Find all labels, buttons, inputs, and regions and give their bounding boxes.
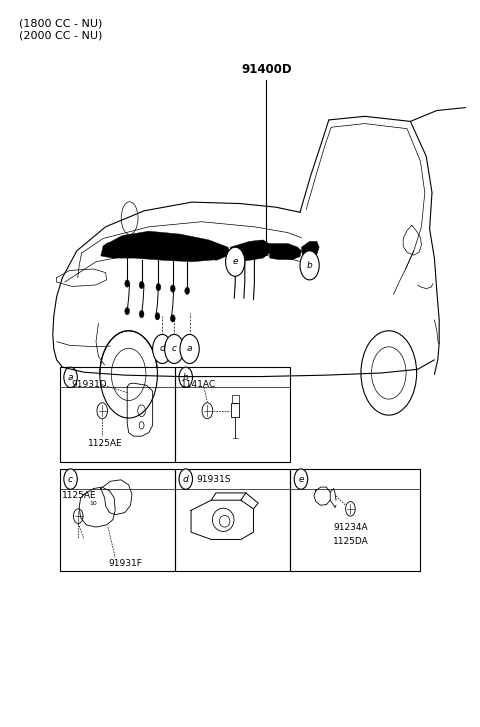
Polygon shape <box>101 231 230 262</box>
Circle shape <box>155 313 160 320</box>
Circle shape <box>125 308 130 315</box>
Circle shape <box>156 284 161 291</box>
Text: d: d <box>159 345 165 353</box>
Text: b: b <box>307 261 312 270</box>
Bar <box>231 403 239 417</box>
Text: 91931F: 91931F <box>108 559 142 568</box>
Circle shape <box>294 469 308 489</box>
Circle shape <box>160 234 166 243</box>
Text: 91931D: 91931D <box>71 380 107 389</box>
Text: a: a <box>187 345 192 353</box>
Text: e: e <box>298 475 304 483</box>
Circle shape <box>64 367 77 387</box>
Circle shape <box>346 502 355 516</box>
Circle shape <box>202 403 213 419</box>
Circle shape <box>64 469 77 489</box>
Text: 1141AC: 1141AC <box>181 380 216 389</box>
Circle shape <box>175 237 180 246</box>
Circle shape <box>185 287 190 294</box>
Text: 1125AE: 1125AE <box>88 439 122 448</box>
Circle shape <box>139 281 144 289</box>
Circle shape <box>179 367 192 387</box>
Text: 91400D: 91400D <box>241 63 292 76</box>
Polygon shape <box>301 241 319 257</box>
Text: e: e <box>232 257 238 266</box>
Text: a: a <box>68 373 73 382</box>
Text: b: b <box>183 373 189 382</box>
Bar <box>60 469 175 571</box>
Circle shape <box>165 334 184 364</box>
Circle shape <box>180 334 199 364</box>
Bar <box>175 469 290 571</box>
Circle shape <box>226 247 245 276</box>
Circle shape <box>300 251 319 280</box>
Bar <box>175 367 290 462</box>
Text: (2000 CC - NU): (2000 CC - NU) <box>19 31 103 41</box>
Text: 1125AE: 1125AE <box>62 491 97 500</box>
Circle shape <box>189 241 195 250</box>
Text: 10: 10 <box>90 501 97 505</box>
Circle shape <box>125 280 130 287</box>
Circle shape <box>139 310 144 318</box>
Text: 1125DA: 1125DA <box>333 537 368 545</box>
Circle shape <box>146 233 152 242</box>
Bar <box>232 395 239 403</box>
Circle shape <box>97 403 108 419</box>
Circle shape <box>73 509 83 523</box>
Text: 91234A: 91234A <box>333 523 368 532</box>
Text: d: d <box>183 475 189 483</box>
Text: c: c <box>68 475 73 483</box>
Circle shape <box>201 246 207 254</box>
Circle shape <box>132 234 137 243</box>
Text: (1800 CC - NU): (1800 CC - NU) <box>19 18 103 28</box>
Polygon shape <box>269 244 301 260</box>
Circle shape <box>170 315 175 322</box>
Circle shape <box>170 285 175 292</box>
Circle shape <box>213 252 219 260</box>
Text: 91931S: 91931S <box>196 475 231 483</box>
Text: c: c <box>172 345 177 353</box>
Polygon shape <box>229 240 270 262</box>
Circle shape <box>153 334 172 364</box>
Bar <box>290 469 420 571</box>
Bar <box>60 367 175 462</box>
Circle shape <box>105 243 111 252</box>
Circle shape <box>117 237 123 246</box>
Circle shape <box>179 469 192 489</box>
